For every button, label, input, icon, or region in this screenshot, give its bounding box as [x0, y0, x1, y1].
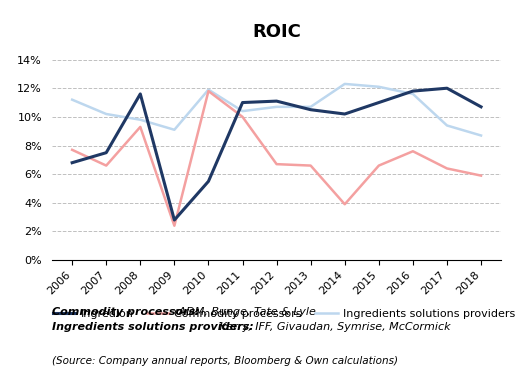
Text: Commodity processors:: Commodity processors:: [52, 307, 200, 317]
Text: ADM, Bunge, Tate & Lyle: ADM, Bunge, Tate & Lyle: [175, 307, 315, 317]
Legend: Ingredion, Commodity processors, Ingredients solutions providers: Ingredion, Commodity processors, Ingredi…: [48, 304, 517, 323]
Text: (Source: Company annual reports, Bloomberg & Own calculations): (Source: Company annual reports, Bloombe…: [52, 356, 398, 366]
Text: Ingredients solutions providers:: Ingredients solutions providers:: [52, 322, 253, 333]
Title: ROIC: ROIC: [252, 23, 301, 41]
Text: Kerry, IFF, Givaudan, Symrise, McCormick: Kerry, IFF, Givaudan, Symrise, McCormick: [216, 322, 451, 333]
